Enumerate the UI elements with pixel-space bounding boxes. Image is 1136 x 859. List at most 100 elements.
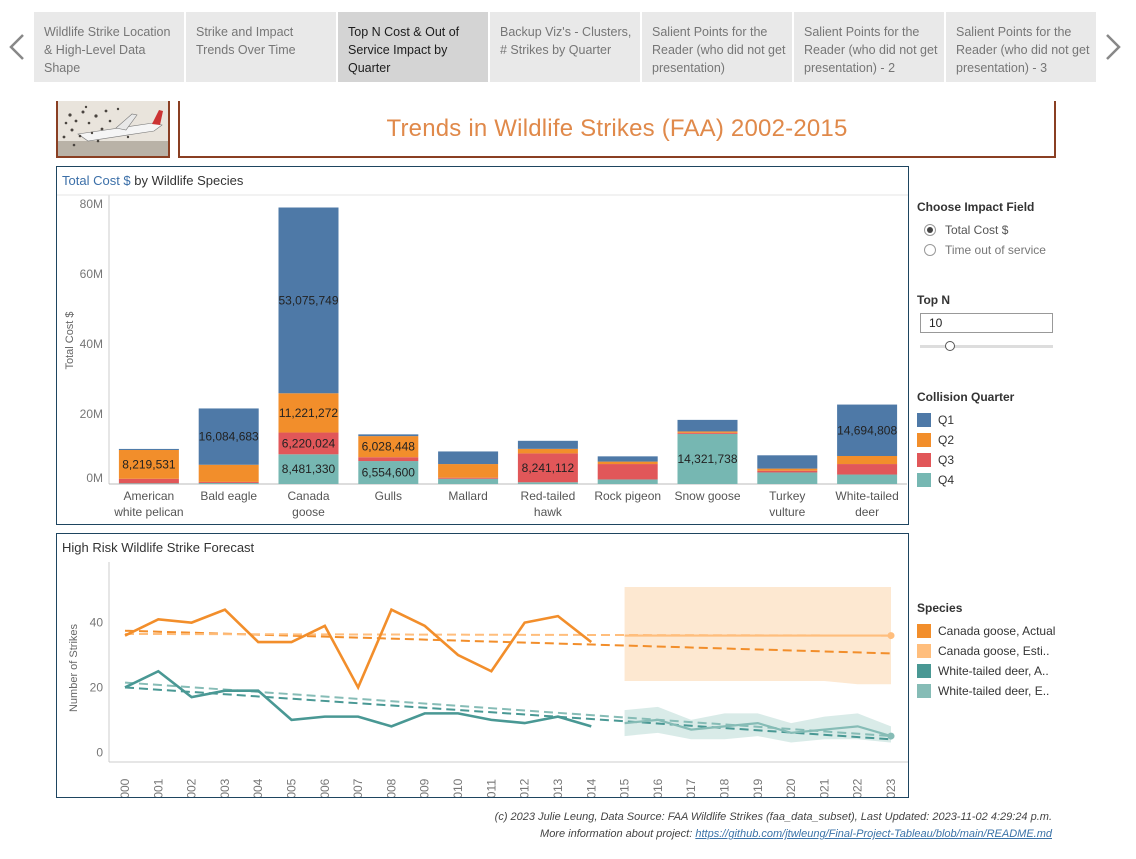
bar-segment-q2 <box>597 461 658 465</box>
bar-segment-q4 <box>837 474 898 484</box>
legend-label: Q3 <box>938 453 955 467</box>
impact-option-time-out-of-service[interactable]: Time out of service <box>917 240 1046 260</box>
story-tab-6[interactable]: Salient Points for the Reader (who did n… <box>794 12 944 82</box>
radio-selected-icon[interactable] <box>924 224 936 236</box>
bar-segment-q2 <box>837 456 898 465</box>
bar-data-label: 6,028,448 <box>362 440 416 454</box>
x-tick-label: 2022 <box>851 778 865 797</box>
bar-segment-q3 <box>837 464 898 475</box>
x-category-label: Gulls <box>375 489 402 503</box>
species-legend: Species Canada goose, Actual Canada goos… <box>917 601 1055 701</box>
x-tick-label: 2011 <box>484 779 498 797</box>
bar-data-label: 14,694,808 <box>837 423 897 437</box>
swatch <box>917 684 931 698</box>
bar-segment-q3 <box>278 432 339 455</box>
bar-segment-q4 <box>118 483 179 484</box>
legend-item-goose-actual[interactable]: Canada goose, Actual <box>917 621 1055 641</box>
top-n-input[interactable] <box>920 313 1053 333</box>
bar-segment-q1 <box>438 451 499 465</box>
top-n-slider[interactable] <box>920 337 1053 353</box>
swatch <box>917 413 931 427</box>
bar-segment-q1 <box>118 448 179 450</box>
footer-credits: (c) 2023 Julie Leung, Data Source: FAA W… <box>495 809 1052 843</box>
x-tick-label: 2008 <box>384 778 398 797</box>
x-tick-label: 2001 <box>151 778 165 797</box>
bar-chart-title-field[interactable]: Total Cost $ <box>62 173 131 188</box>
y-tick-label: 40 <box>90 616 104 630</box>
impact-option-total-cost[interactable]: Total Cost $ <box>917 220 1046 240</box>
legend-label: Canada goose, Actual <box>938 624 1056 638</box>
bird-strike-photo <box>56 101 170 158</box>
x-category-label: Turkey <box>769 489 805 503</box>
story-tab-3[interactable]: Top N Cost & Out of Service Impact by Qu… <box>338 12 488 82</box>
x-category-label: Mallard <box>448 489 487 503</box>
legend-item-q2[interactable]: Q2 <box>917 430 1014 450</box>
x-tick-label: 2004 <box>251 778 265 797</box>
x-tick-label: 2023 <box>884 778 898 797</box>
swatch <box>917 473 931 487</box>
y-tick-label: 20 <box>90 680 104 694</box>
bar-data-label: 6,220,024 <box>282 436 336 450</box>
y-tick-label: 80M <box>80 197 103 211</box>
story-tabs: Wildlife Strike Location & High-Level Da… <box>34 12 1096 82</box>
legend-label: Canada goose, Esti.. <box>938 644 1050 658</box>
bar-segment-q1 <box>677 419 738 432</box>
x-tick-label: 2017 <box>684 778 698 797</box>
series-end-point <box>887 632 895 640</box>
project-readme-link[interactable]: https://github.com/jtwleung/Final-Projec… <box>695 828 1052 840</box>
legend-item-q3[interactable]: Q3 <box>917 450 1014 470</box>
slider-handle[interactable] <box>944 341 955 351</box>
airplane-birds-image <box>58 101 168 156</box>
next-story-point-arrow-icon[interactable] <box>1098 12 1128 82</box>
x-category-label: Red-tailed <box>521 489 576 503</box>
bar-segment-q1 <box>358 434 419 437</box>
bar-data-label: 8,219,531 <box>122 457 176 471</box>
x-category-label: American <box>124 489 175 503</box>
legend-label: Q4 <box>938 473 955 487</box>
story-tab-7[interactable]: Salient Points for the Reader (who did n… <box>946 12 1096 82</box>
y-tick-label: 20M <box>80 407 103 421</box>
series-end-point <box>887 732 895 740</box>
legend-item-q1[interactable]: Q1 <box>917 410 1014 430</box>
x-category-label: white pelican <box>113 505 183 519</box>
total-cost-by-species-chart: Total Cost $ by Wildlife Species 0M 20M 40… <box>56 166 909 525</box>
story-tab-4[interactable]: Backup Viz's - Clusters, # Strikes by Qu… <box>490 12 640 82</box>
top-n-parameter: Top N <box>917 293 1053 353</box>
x-tick-label: 2007 <box>351 778 365 797</box>
trend-line <box>124 686 892 741</box>
x-tick-label: 2003 <box>218 778 232 797</box>
x-tick-label: 2021 <box>817 778 831 797</box>
story-tab-1[interactable]: Wildlife Strike Location & High-Level Da… <box>34 12 184 82</box>
footer-info-line: More information about project: https://… <box>495 826 1052 843</box>
legend-item-deer-estimate[interactable]: White-tailed deer, E.. <box>917 681 1055 701</box>
legend-item-goose-estimate[interactable]: Canada goose, Esti.. <box>917 641 1055 661</box>
bar-segment-q3 <box>677 432 738 434</box>
legend-label: White-tailed deer, A.. <box>938 664 1049 678</box>
bar-segment-q4 <box>597 479 658 484</box>
bar-segment-q4 <box>198 482 259 484</box>
footer-credit-line: (c) 2023 Julie Leung, Data Source: FAA W… <box>494 811 1052 823</box>
legend-item-q4[interactable]: Q4 <box>917 470 1014 490</box>
legend-item-deer-actual[interactable]: White-tailed deer, A.. <box>917 661 1055 681</box>
x-category-label: hawk <box>534 505 563 519</box>
previous-story-point-arrow-icon[interactable] <box>2 12 32 82</box>
story-tab-5[interactable]: Salient Points for the Reader (who did n… <box>642 12 792 82</box>
radio-unselected-icon[interactable] <box>924 244 936 256</box>
story-tab-2[interactable]: Strike and Impact Trends Over Time <box>186 12 336 82</box>
y-tick-label: 40M <box>80 337 103 351</box>
series-line <box>124 669 592 728</box>
impact-field-parameter: Choose Impact Field Total Cost $ Time ou… <box>917 200 1046 260</box>
y-axis-title: Number of Strikes <box>68 623 80 712</box>
footer-info-prefix: More information about project: <box>540 828 696 840</box>
bar-segment-q4 <box>757 472 818 484</box>
bar-chart-canvas: 0M 20M 40M 60M 80M Total Cost $ American white … <box>57 194 908 519</box>
x-category-label: goose <box>292 505 325 519</box>
bar-segment-q2 <box>358 436 419 458</box>
bar-segment-q3 <box>358 457 419 462</box>
bar-segment-q1 <box>278 207 339 394</box>
y-axis-title: Total Cost $ <box>64 311 76 369</box>
x-category-label: vulture <box>769 505 805 519</box>
x-tick-label: 2014 <box>584 778 598 797</box>
y-tick-label: 0M <box>86 471 103 485</box>
x-tick-label: 2005 <box>285 778 299 797</box>
